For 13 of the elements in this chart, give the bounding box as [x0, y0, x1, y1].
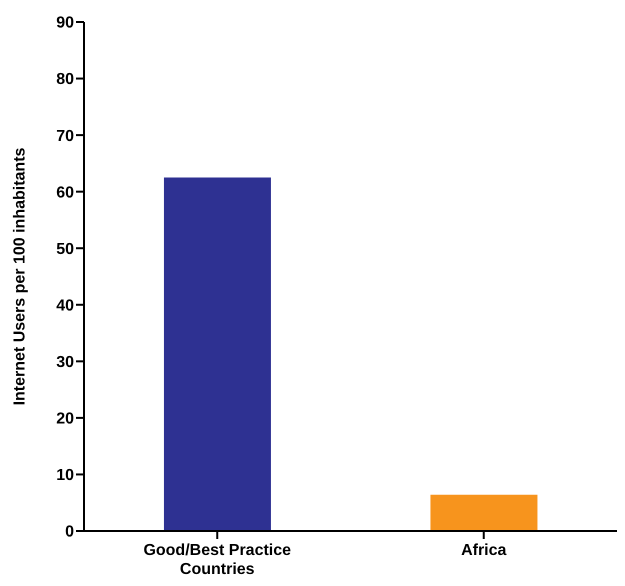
- y-tick-label: 60: [56, 184, 74, 202]
- y-tick-label: 30: [56, 354, 74, 372]
- y-tick-label: 50: [56, 240, 74, 258]
- x-tick-label: Good/Best Practice Countries: [143, 542, 292, 578]
- x-tick-label: Africa: [461, 542, 507, 559]
- y-tick-label: 20: [56, 410, 74, 428]
- y-tick-label: 10: [56, 467, 74, 484]
- y-tick-label: 0: [65, 524, 74, 541]
- y-tick-label: 40: [56, 297, 74, 314]
- y-tick-label: 70: [56, 128, 74, 145]
- y-axis-title: Internet Users per 100 inhabitants: [12, 147, 29, 406]
- y-tick-label: 90: [56, 14, 74, 32]
- y-tick-label: 80: [56, 71, 74, 88]
